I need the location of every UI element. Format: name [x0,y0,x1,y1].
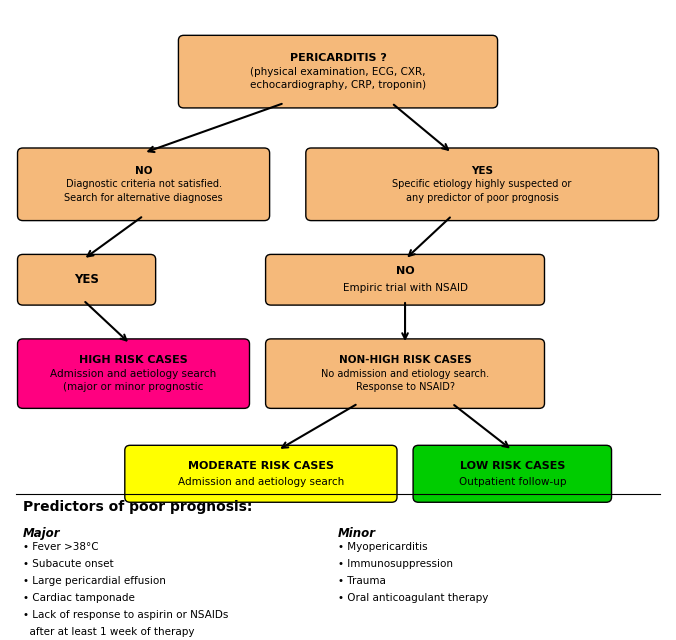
FancyBboxPatch shape [306,148,658,221]
Text: Outpatient follow-up: Outpatient follow-up [458,477,566,487]
Text: • Myopericarditis: • Myopericarditis [338,542,428,552]
Text: • Fever >38°C: • Fever >38°C [23,542,99,552]
Text: NO: NO [395,266,414,276]
FancyBboxPatch shape [18,254,155,305]
Text: Admission and aetiology search: Admission and aetiology search [178,477,344,487]
Text: Major: Major [23,527,60,540]
Text: • Immunosuppression: • Immunosuppression [338,559,453,569]
Text: NO: NO [135,166,152,175]
Text: Diagnostic criteria not satisfied.: Diagnostic criteria not satisfied. [66,179,222,189]
Text: LOW RISK CASES: LOW RISK CASES [460,461,565,470]
Text: YES: YES [471,166,493,175]
FancyBboxPatch shape [178,35,498,108]
Text: Response to NSAID?: Response to NSAID? [356,383,454,392]
Text: echocardiography, CRP, troponin): echocardiography, CRP, troponin) [250,81,426,90]
Text: Predictors of poor prognosis:: Predictors of poor prognosis: [23,500,252,515]
Text: YES: YES [74,273,99,286]
Text: Empiric trial with NSAID: Empiric trial with NSAID [343,283,468,293]
Text: any predictor of poor prognosis: any predictor of poor prognosis [406,193,558,203]
Text: PERICARDITIS ?: PERICARDITIS ? [289,53,387,63]
Text: • Large pericardial effusion: • Large pericardial effusion [23,576,166,586]
Text: HIGH RISK CASES: HIGH RISK CASES [79,355,188,365]
Text: Search for alternative diagnoses: Search for alternative diagnoses [64,193,223,203]
Text: • Subacute onset: • Subacute onset [23,559,114,569]
Text: Admission and aetiology search: Admission and aetiology search [51,369,216,379]
FancyBboxPatch shape [125,445,397,502]
FancyBboxPatch shape [413,445,612,502]
FancyBboxPatch shape [18,148,270,221]
FancyBboxPatch shape [18,339,249,408]
Text: No admission and etiology search.: No admission and etiology search. [321,369,489,379]
Text: after at least 1 week of therapy: after at least 1 week of therapy [23,627,195,637]
Text: (physical examination, ECG, CXR,: (physical examination, ECG, CXR, [250,67,426,77]
Text: • Oral anticoagulant therapy: • Oral anticoagulant therapy [338,593,488,603]
Text: NON-HIGH RISK CASES: NON-HIGH RISK CASES [339,355,471,365]
Text: Specific etiology highly suspected or: Specific etiology highly suspected or [393,179,572,189]
Text: • Lack of response to aspirin or NSAIDs: • Lack of response to aspirin or NSAIDs [23,610,228,620]
Text: • Cardiac tamponade: • Cardiac tamponade [23,593,135,603]
FancyBboxPatch shape [266,254,544,305]
Text: (major or minor prognostic: (major or minor prognostic [64,383,203,392]
FancyBboxPatch shape [266,339,544,408]
Text: Minor: Minor [338,527,376,540]
Text: • Trauma: • Trauma [338,576,386,586]
Text: MODERATE RISK CASES: MODERATE RISK CASES [188,461,334,470]
